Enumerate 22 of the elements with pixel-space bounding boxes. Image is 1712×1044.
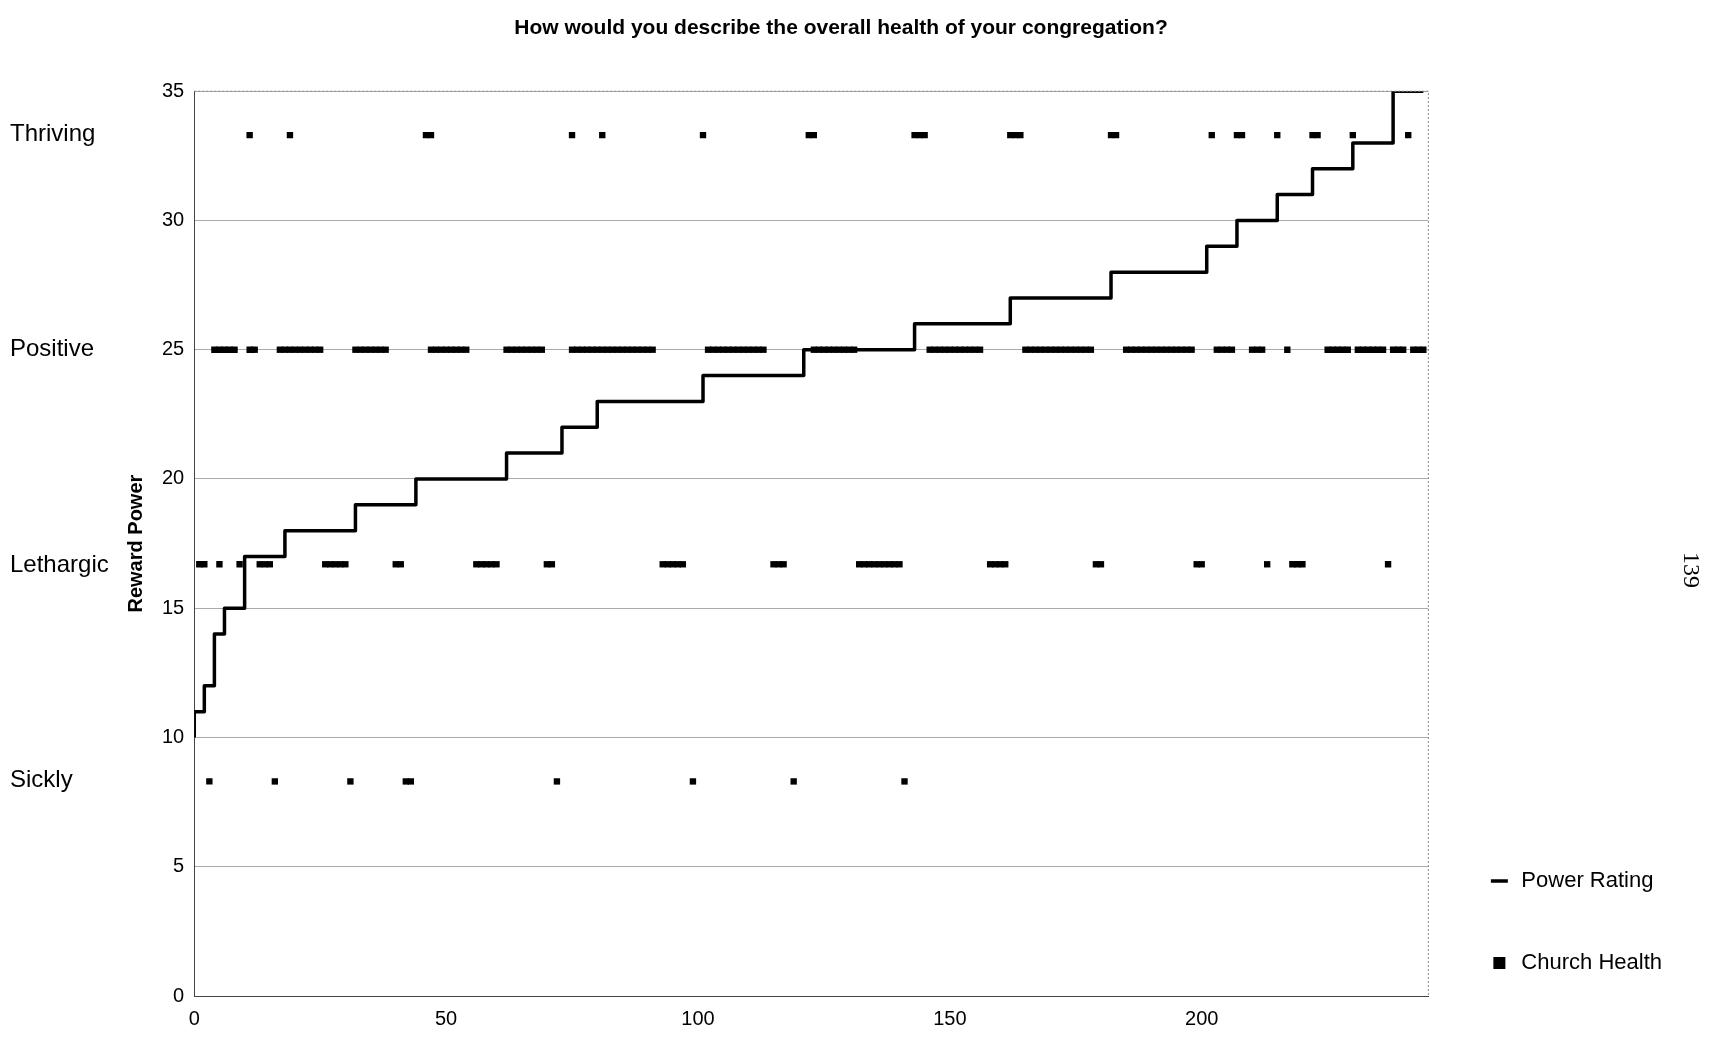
- y-tick-label: 25: [162, 337, 185, 360]
- category-label: Lethargic: [10, 549, 109, 577]
- category-label: Sickly: [10, 765, 73, 793]
- y-tick-label: 35: [162, 78, 185, 101]
- chart-title: How would you describe the overall health of your congregation?: [514, 15, 1168, 39]
- legend-label: Power Rating: [1521, 867, 1654, 893]
- text: 139: [1678, 552, 1705, 588]
- y-tick-label: 20: [162, 466, 185, 489]
- x-tick-label: 50: [434, 1006, 458, 1029]
- legend-label: Church Health: [1521, 949, 1663, 975]
- x-tick-label: 200: [1185, 1006, 1219, 1029]
- category-label: Thriving: [10, 118, 96, 146]
- x-tick-label: 100: [681, 1006, 715, 1029]
- category-label: Positive: [10, 334, 95, 362]
- x-tick-label: 0: [188, 1006, 200, 1029]
- y-tick-label: 0: [173, 983, 185, 1006]
- y-tick-label: 10: [162, 725, 185, 747]
- y-tick-label: 30: [162, 207, 185, 230]
- y-axis-title: Reward Power: [123, 474, 146, 613]
- y-tick-label: 15: [162, 595, 185, 618]
- y-tick-label: 5: [173, 854, 185, 877]
- x-tick-label: 150: [933, 1006, 967, 1029]
